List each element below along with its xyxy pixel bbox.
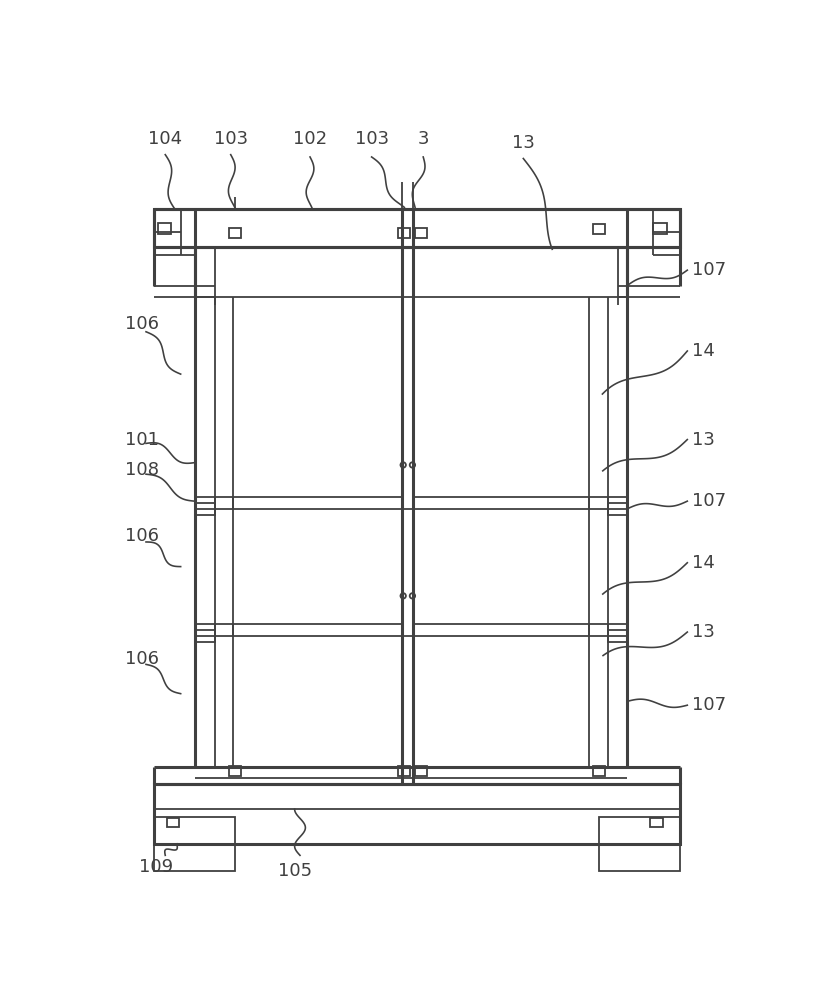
Text: 14: 14: [692, 342, 715, 360]
Bar: [154, 844, 235, 871]
Text: 103: 103: [354, 130, 389, 148]
Bar: [593, 224, 605, 234]
Text: 13: 13: [692, 623, 715, 641]
Text: 107: 107: [692, 261, 726, 279]
Bar: [608, 503, 628, 515]
Bar: [608, 630, 628, 642]
Text: 103: 103: [214, 130, 248, 148]
Bar: [167, 818, 179, 827]
Text: 106: 106: [125, 315, 159, 333]
Text: 102: 102: [293, 130, 327, 148]
Text: 104: 104: [148, 130, 182, 148]
Bar: [154, 817, 235, 844]
Text: 107: 107: [692, 492, 726, 510]
Bar: [194, 630, 215, 642]
Text: 13: 13: [512, 134, 535, 152]
Bar: [598, 817, 680, 844]
Bar: [229, 766, 241, 776]
Text: 14: 14: [692, 554, 715, 572]
Text: 105: 105: [277, 862, 311, 880]
Bar: [194, 503, 215, 515]
Bar: [154, 784, 680, 844]
Text: 108: 108: [125, 461, 159, 479]
Bar: [650, 818, 663, 827]
Text: 109: 109: [139, 858, 173, 876]
Bar: [654, 223, 667, 234]
Bar: [415, 766, 427, 776]
Bar: [415, 228, 427, 238]
Text: 106: 106: [125, 650, 159, 668]
Bar: [229, 228, 241, 238]
Bar: [598, 844, 680, 871]
Bar: [593, 766, 605, 776]
Text: 13: 13: [692, 431, 715, 449]
Text: 3: 3: [417, 130, 429, 148]
Text: 106: 106: [125, 527, 159, 545]
Bar: [154, 209, 680, 247]
Text: 107: 107: [692, 696, 726, 714]
Bar: [398, 228, 410, 238]
Bar: [158, 223, 172, 234]
Bar: [398, 766, 410, 776]
Text: 101: 101: [125, 431, 159, 449]
